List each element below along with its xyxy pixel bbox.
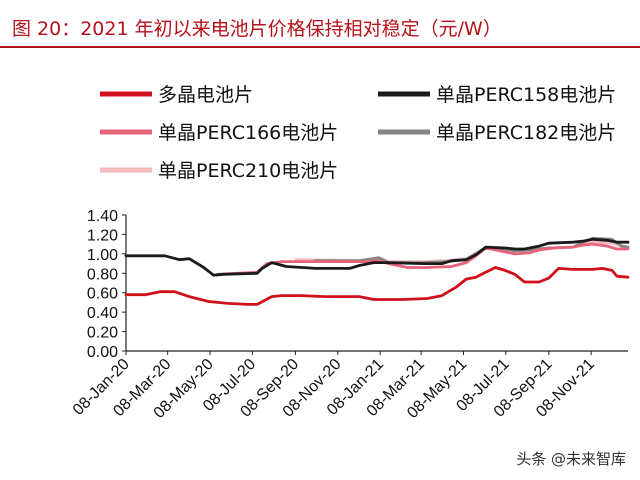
y-tick-label: 1.40 xyxy=(87,208,118,225)
y-tick-label: 0.80 xyxy=(87,266,118,283)
y-tick-label: 1.00 xyxy=(87,247,118,264)
chart-axes: 1.401.201.000.800.600.400.200.0008-Jan-2… xyxy=(70,208,628,422)
y-tick-label: 0.20 xyxy=(87,325,118,342)
title-rule xyxy=(0,46,640,48)
legend-label-5: 单晶PERC210电池片 xyxy=(158,160,338,182)
legend-label-2: 单晶PERC158电池片 xyxy=(436,84,616,106)
y-tick-label: 0.00 xyxy=(87,344,118,361)
figure-title: 图 20：2021 年初以来电池片价格保持相对稳定（元/W） xyxy=(12,18,502,40)
chart-lines xyxy=(124,236,630,306)
y-tick-label: 0.40 xyxy=(87,305,118,322)
watermark: 头条 @未来智库 xyxy=(516,450,626,468)
y-tick-label: 1.20 xyxy=(87,227,118,244)
legend-label-4: 单晶PERC182电池片 xyxy=(436,122,616,144)
y-tick-label: 0.60 xyxy=(87,286,118,303)
series-line-1 xyxy=(124,266,630,306)
legend-label-1: 多晶电池片 xyxy=(158,84,253,106)
series-line-2 xyxy=(124,237,630,277)
legend-label-3: 单晶PERC166电池片 xyxy=(158,122,338,144)
